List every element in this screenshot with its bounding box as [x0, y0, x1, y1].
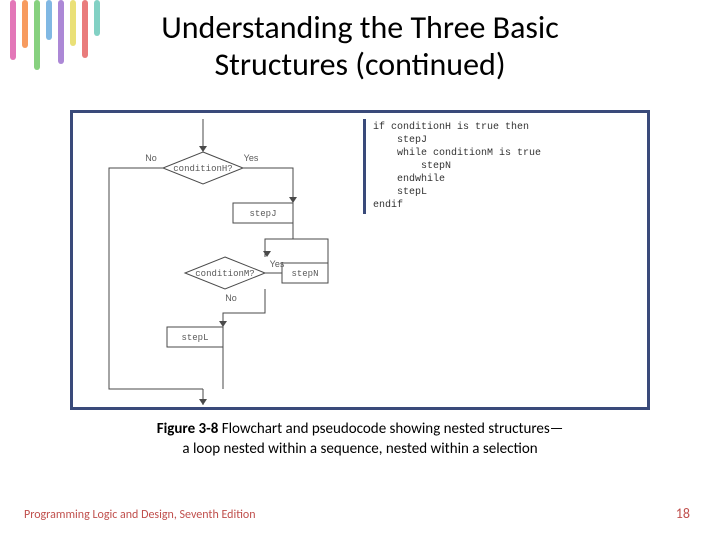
page-title: Understanding the Three Basic Structures…	[0, 0, 720, 84]
svg-text:conditionH?: conditionH?	[173, 164, 232, 174]
svg-text:Yes: Yes	[244, 153, 259, 163]
svg-text:Yes: Yes	[270, 259, 285, 269]
page-number: 18	[676, 505, 690, 522]
pseudocode-divider	[363, 119, 366, 214]
svg-text:No: No	[145, 153, 157, 163]
footer-book-title: Programming Logic and Design, Seventh Ed…	[24, 508, 256, 522]
title-line-1: Understanding the Three Basic	[161, 8, 559, 47]
svg-text:No: No	[225, 293, 237, 303]
svg-text:stepN: stepN	[291, 269, 318, 279]
caption-text-2: a loop nested within a sequence, nested …	[182, 440, 537, 458]
title-line-2: Structures (continued)	[214, 45, 505, 84]
figure-caption: Figure 3-8 Flowchart and pseudocode show…	[0, 420, 720, 459]
pseudocode-block: if conditionH is true then stepJ while c…	[373, 121, 541, 212]
caption-text-1: Flowchart and pseudocode showing nested …	[218, 420, 563, 438]
svg-text:conditionM?: conditionM?	[195, 269, 254, 279]
figure-frame: conditionH? stepJ conditionM? stepN stepL No Y…	[70, 110, 650, 410]
flowchart-diagram: conditionH? stepJ conditionM? stepN stepL No Y…	[73, 113, 365, 407]
svg-text:stepL: stepL	[181, 333, 208, 343]
caption-figure-number: Figure 3-8	[157, 420, 219, 438]
svg-text:stepJ: stepJ	[249, 209, 276, 219]
